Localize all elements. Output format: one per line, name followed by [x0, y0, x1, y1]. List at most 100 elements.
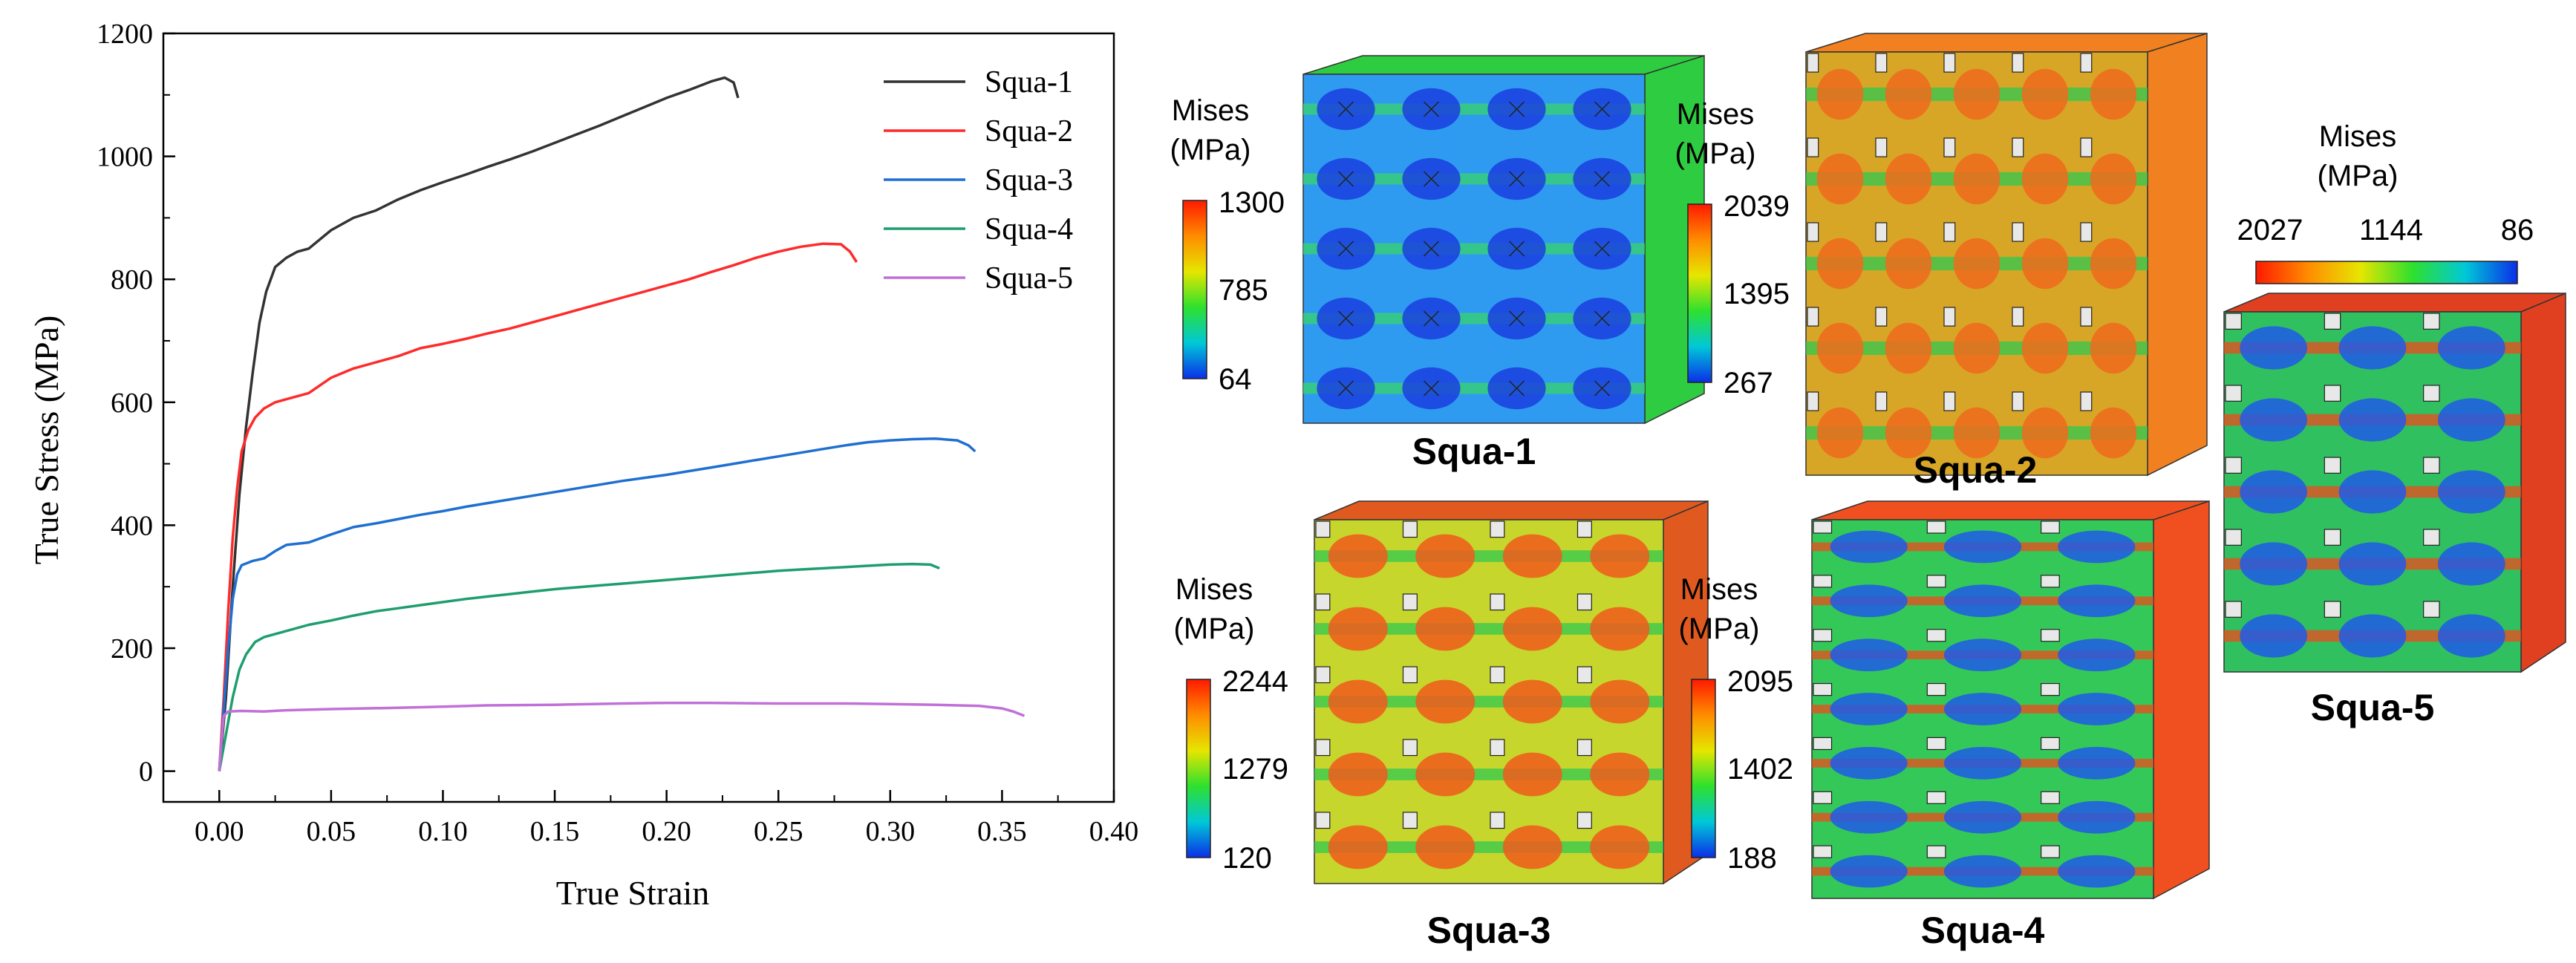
lattice-hole [1576, 666, 1592, 684]
colorbar-max: 2039 [1724, 190, 1790, 223]
lattice-hole [1315, 593, 1331, 611]
lattice-hole [2041, 682, 2060, 696]
stress-spot [1328, 607, 1388, 651]
stress-spot [1328, 752, 1388, 797]
stress-spot [1943, 800, 2022, 834]
lattice-hole [1490, 520, 1505, 538]
stress-spot [1943, 693, 2022, 725]
lattice-hole [2324, 385, 2341, 402]
stress-spot [1415, 607, 1476, 651]
stress-spot [1953, 238, 2001, 290]
x-tick-label: 0.20 [642, 816, 691, 847]
x-tick-label: 0.25 [754, 816, 803, 847]
node-marker [1508, 310, 1525, 327]
lattice-hole [1875, 391, 1888, 411]
stress-spot [1885, 153, 1932, 205]
colorbar-min: 64 [1219, 363, 1252, 396]
cube-side-face [2147, 32, 2208, 477]
stress-spot [1953, 68, 2001, 120]
fea-panel-squa-4: Mises (MPa) 2095 1402 188 Squa-4 [1679, 500, 2210, 951]
stress-spot [2058, 584, 2136, 618]
legend-label: Squa-5 [985, 261, 1073, 296]
legend-unit: (MPa) [1170, 134, 1251, 166]
legend-label: Squa-1 [985, 65, 1073, 99]
stress-spot [1943, 855, 2022, 888]
stress-spot [1590, 534, 1650, 578]
stress-band [1303, 382, 1645, 394]
stress-spot [2338, 470, 2407, 514]
node-marker [1508, 171, 1525, 187]
lattice-hole [1576, 520, 1592, 538]
lattice-hole [1813, 682, 1833, 696]
stress-spot [1328, 534, 1388, 578]
lattice-hole [1926, 682, 1946, 696]
cube-top-face [2223, 293, 2566, 313]
x-tick-label: 0.00 [195, 816, 244, 847]
stress-band [1314, 696, 1663, 708]
fea-panel-squa-3: Mises (MPa) 2244 1279 120 Squa-3 [1174, 500, 1709, 951]
stress-spot [1502, 534, 1562, 578]
lattice-hole [2041, 791, 2060, 804]
fea-panel-squa-1: Mises (MPa) 1300 785 64 Squa-1 [1170, 54, 1705, 472]
lattice-hole [1875, 222, 1888, 242]
stress-spot [1943, 639, 2022, 672]
node-marker [1337, 380, 1354, 396]
node-marker [1594, 310, 1611, 327]
stress-band [1314, 550, 1663, 562]
plot-frame [162, 32, 1115, 803]
lattice-hole [1807, 53, 1819, 73]
lattice-hole [1402, 739, 1418, 757]
y-tick-label: 1200 [97, 19, 153, 50]
lattice-hole [2080, 222, 2093, 242]
node-marker [1594, 171, 1611, 187]
stress-spot [1943, 530, 2022, 564]
legend-label: Squa-4 [985, 212, 1073, 247]
legend-unit: (MPa) [1679, 613, 1760, 645]
stress-spot [1830, 855, 1908, 888]
lattice-hole [1807, 307, 1819, 327]
lattice-hole [1576, 739, 1592, 757]
stress-spot [2240, 326, 2308, 370]
stress-spot [1415, 752, 1476, 797]
legend-title: Mises [1680, 573, 1758, 606]
stress-spot [1943, 584, 2022, 618]
lattice-hole [2012, 307, 2024, 327]
lattice-hole [1813, 791, 1833, 804]
x-tick-label: 0.15 [530, 816, 580, 847]
stress-spot [1885, 322, 1932, 374]
colorbar-max: 2027 [2237, 214, 2303, 247]
stress-spot [1328, 825, 1388, 869]
stress-spot [2021, 407, 2069, 459]
x-tick-label: 0.40 [1089, 816, 1139, 847]
stress-band [1314, 841, 1663, 853]
lattice-hole [2225, 529, 2242, 546]
node-marker [1423, 380, 1440, 396]
colorbar-mid: 1402 [1727, 753, 1793, 786]
stress-spot [1502, 607, 1562, 651]
stress-spot [2338, 542, 2407, 586]
colorbar-max: 2244 [1222, 665, 1288, 698]
colorbar-min: 86 [2501, 214, 2534, 247]
x-tick-label: 0.30 [866, 816, 916, 847]
series-line-squa-3 [218, 437, 976, 771]
stress-spot [1816, 407, 1864, 459]
series-line-squa-1 [218, 76, 740, 771]
lattice-hole [1926, 629, 1946, 642]
stress-spot [2240, 614, 2308, 658]
lattice-hole [2423, 601, 2440, 618]
lattice-hole [2324, 529, 2341, 546]
lattice-hole [2041, 737, 2060, 751]
stress-spot [1415, 534, 1476, 578]
stress-spot [1953, 407, 2001, 459]
cube-top-face [1314, 500, 1709, 520]
fea-panel-squa-5: Mises (MPa) 2027 1144 86 Squa-5 [2223, 120, 2566, 728]
stress-strain-chart: 0 200 400 600 800 1000 1200 0.00 0.05 0.10 0.15 0.2… [27, 19, 1139, 912]
node-marker [1508, 380, 1525, 396]
lattice-hole [1315, 739, 1331, 757]
lattice-hole [1875, 53, 1888, 73]
legend-title: Mises [2319, 120, 2396, 153]
lattice-hole [1402, 593, 1418, 611]
node-marker [1423, 171, 1440, 187]
lattice-hole [2012, 53, 2024, 73]
